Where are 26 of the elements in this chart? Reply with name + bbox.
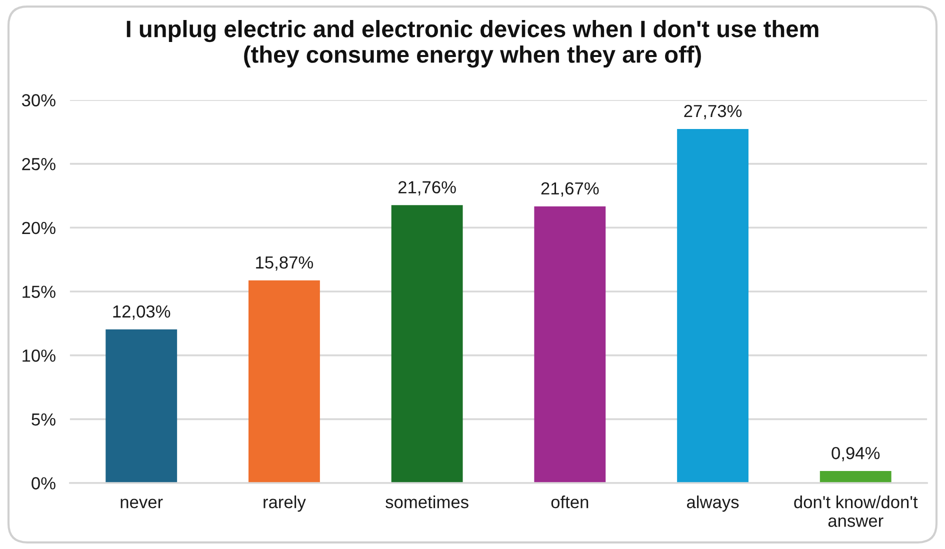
y-tick-label: 0% — [32, 477, 56, 490]
x-tick-label: sometimes — [386, 496, 468, 508]
x-tick-label: often — [551, 496, 588, 508]
data-label: 21,67% — [541, 182, 599, 197]
bar — [820, 471, 892, 484]
y-tick-label: 15% — [22, 286, 56, 298]
data-label: 0,94% — [832, 446, 880, 462]
bar — [106, 329, 178, 484]
data-label: 21,76% — [398, 181, 456, 196]
x-tick-label: always — [686, 496, 739, 512]
y-tick-label: 5% — [32, 413, 56, 426]
bar — [534, 206, 606, 484]
y-tick-label: 10% — [22, 350, 56, 362]
y-tick-label: 20% — [22, 222, 56, 234]
bar — [248, 280, 320, 484]
bar — [677, 128, 748, 484]
x-tick-label: never — [120, 498, 163, 508]
data-label: 12,03% — [113, 305, 170, 320]
y-tick-label: 25% — [22, 158, 56, 170]
x-tick-label: rarely — [264, 496, 306, 512]
data-label: 27,73% — [684, 104, 742, 120]
data-label: 15,87% — [256, 256, 314, 271]
bar — [391, 205, 463, 484]
chart-title: I unplug electric and electronic devices when I don't use them (they consume energy when they are off) — [126, 20, 818, 68]
x-tick-label: don't know/don't answer — [794, 496, 918, 527]
y-tick-label: 30% — [22, 94, 56, 106]
